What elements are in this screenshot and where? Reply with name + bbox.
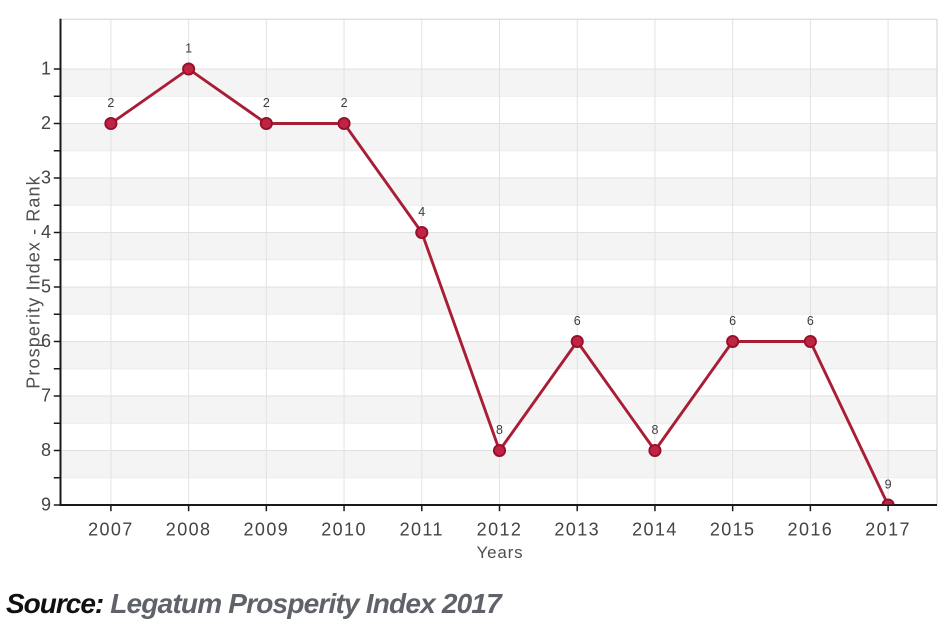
- svg-text:8: 8: [651, 423, 658, 437]
- svg-text:Source: Legatum Prosperity Ind: Source: Legatum Prosperity Index 2017: [6, 588, 503, 619]
- svg-text:2010: 2010: [321, 520, 367, 540]
- svg-text:Prosperity Index - Rank: Prosperity Index - Rank: [24, 175, 44, 388]
- svg-text:2016: 2016: [788, 520, 834, 540]
- svg-text:1: 1: [185, 42, 192, 56]
- svg-text:7: 7: [41, 386, 52, 406]
- svg-text:3: 3: [41, 168, 52, 188]
- svg-text:2017: 2017: [865, 520, 911, 540]
- svg-text:2: 2: [107, 96, 114, 110]
- svg-text:4: 4: [41, 222, 52, 242]
- svg-text:2009: 2009: [244, 520, 290, 540]
- svg-text:2008: 2008: [166, 520, 212, 540]
- svg-text:6: 6: [574, 314, 581, 328]
- svg-text:5: 5: [41, 277, 52, 297]
- svg-text:2013: 2013: [554, 520, 600, 540]
- svg-text:6: 6: [41, 331, 52, 351]
- svg-text:2011: 2011: [400, 520, 444, 540]
- svg-text:1: 1: [41, 59, 52, 79]
- svg-text:6: 6: [807, 314, 814, 328]
- svg-text:2: 2: [41, 113, 52, 133]
- svg-text:2: 2: [341, 96, 348, 110]
- svg-text:9: 9: [885, 478, 892, 492]
- svg-text:4: 4: [418, 205, 425, 219]
- svg-text:8: 8: [496, 423, 503, 437]
- svg-text:6: 6: [729, 314, 736, 328]
- svg-text:2: 2: [263, 96, 270, 110]
- svg-text:2007: 2007: [88, 520, 134, 540]
- svg-text:2015: 2015: [710, 520, 756, 540]
- svg-text:8: 8: [41, 440, 52, 460]
- svg-text:9: 9: [41, 495, 52, 515]
- svg-text:2012: 2012: [477, 520, 523, 540]
- svg-text:Years: Years: [477, 543, 524, 562]
- svg-text:2014: 2014: [632, 520, 678, 540]
